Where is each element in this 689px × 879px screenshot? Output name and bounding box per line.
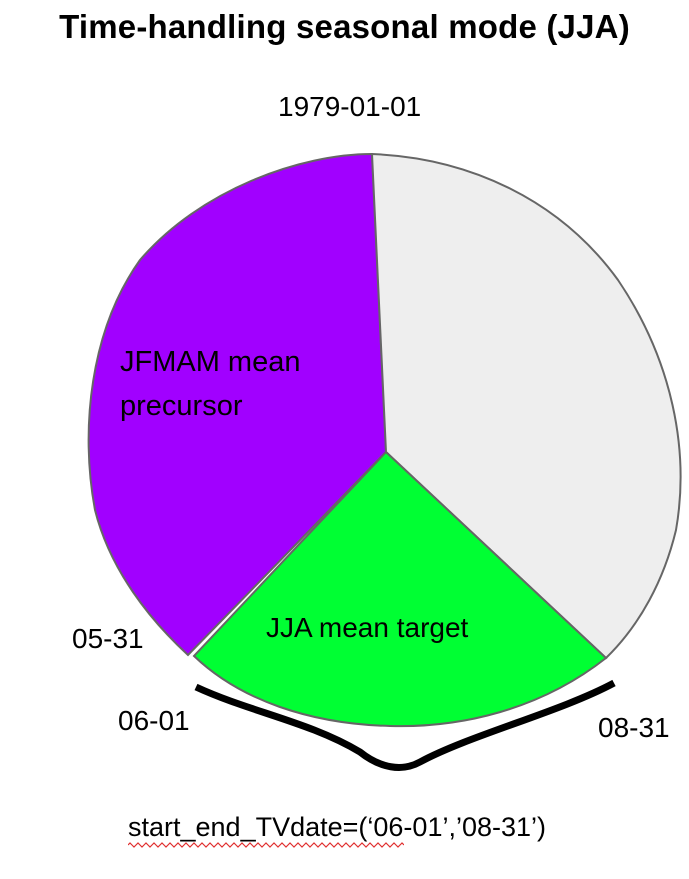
target-label: JJA mean target bbox=[266, 612, 469, 643]
precursor-wedge bbox=[87, 152, 388, 657]
precursor-label-line-1: JFMAM mean bbox=[120, 346, 301, 378]
precursor-end-date-label: 05-31 bbox=[72, 623, 144, 654]
precursor-label-line-2: precursor bbox=[120, 390, 243, 422]
diagram-title: Time-handling seasonal mode (JJA) bbox=[59, 8, 630, 45]
target-end-date-label: 08-31 bbox=[598, 712, 670, 743]
target-start-date-label: 06-01 bbox=[118, 705, 190, 736]
start-date-label: 1979-01-01 bbox=[278, 91, 422, 122]
target-brace bbox=[194, 679, 616, 771]
spellcheck-underline bbox=[128, 842, 404, 848]
caption-code: start_end_TVdate=(‘06-01’,’08-31’) bbox=[128, 812, 546, 842]
remaining-wedge bbox=[370, 152, 682, 660]
target-wedge bbox=[192, 450, 608, 728]
